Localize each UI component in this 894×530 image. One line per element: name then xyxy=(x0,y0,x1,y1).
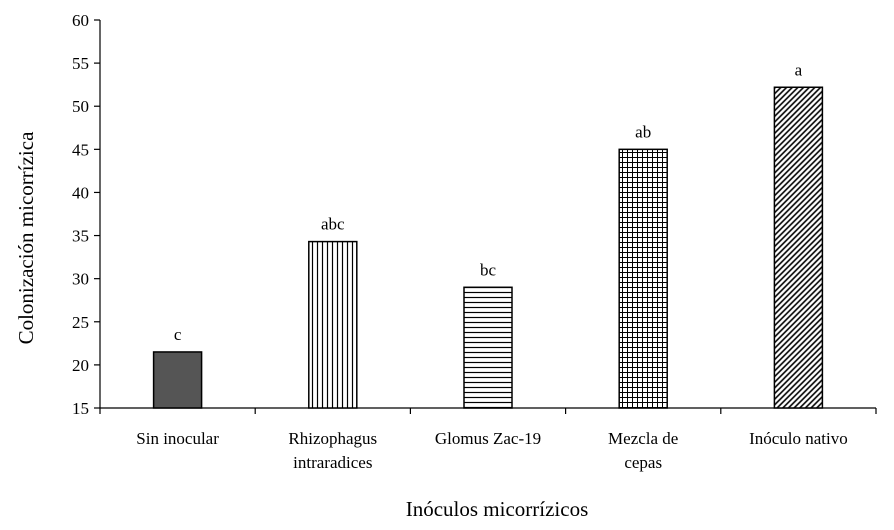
bar xyxy=(618,148,668,409)
bar xyxy=(463,286,513,409)
significance-label: c xyxy=(174,325,182,344)
bars xyxy=(152,86,824,409)
y-tick-label: 25 xyxy=(72,313,89,332)
y-tick-label: 40 xyxy=(72,183,89,202)
category-label: Glomus Zac-19 xyxy=(435,429,541,448)
labels: c Sin inocular abc Rhizophagus intraradices b… xyxy=(136,60,847,472)
category-label: intraradices xyxy=(293,453,372,472)
category-label: Rhizophagus xyxy=(288,429,377,448)
category-label: Mezcla de xyxy=(608,429,678,448)
significance-label: ab xyxy=(635,122,651,141)
significance-label: abc xyxy=(321,215,345,234)
category-label: cepas xyxy=(624,453,662,472)
category-label: Sin inocular xyxy=(136,429,219,448)
significance-label: a xyxy=(795,60,803,79)
y-tick-label: 60 xyxy=(72,11,89,30)
y-tick-label: 30 xyxy=(72,270,89,289)
x-axis xyxy=(99,407,877,414)
bar xyxy=(152,351,203,409)
y-axis-title: Colonización micorrízica xyxy=(14,131,38,345)
bar xyxy=(773,86,824,409)
bar xyxy=(308,240,358,409)
y-tick-label: 50 xyxy=(72,97,89,116)
y-tick-label: 45 xyxy=(72,140,89,159)
significance-label: bc xyxy=(480,260,497,279)
y-tick-label: 15 xyxy=(72,399,89,418)
y-tick-label: 55 xyxy=(72,54,89,73)
category-label: Inóculo nativo xyxy=(749,429,848,448)
x-axis-title: Inóculos micorrízicos xyxy=(406,497,589,521)
y-tick-label: 20 xyxy=(72,356,89,375)
y-tick-label: 35 xyxy=(72,227,89,246)
y-axis: 15 20 25 30 35 40 45 50 55 60 xyxy=(72,11,101,418)
